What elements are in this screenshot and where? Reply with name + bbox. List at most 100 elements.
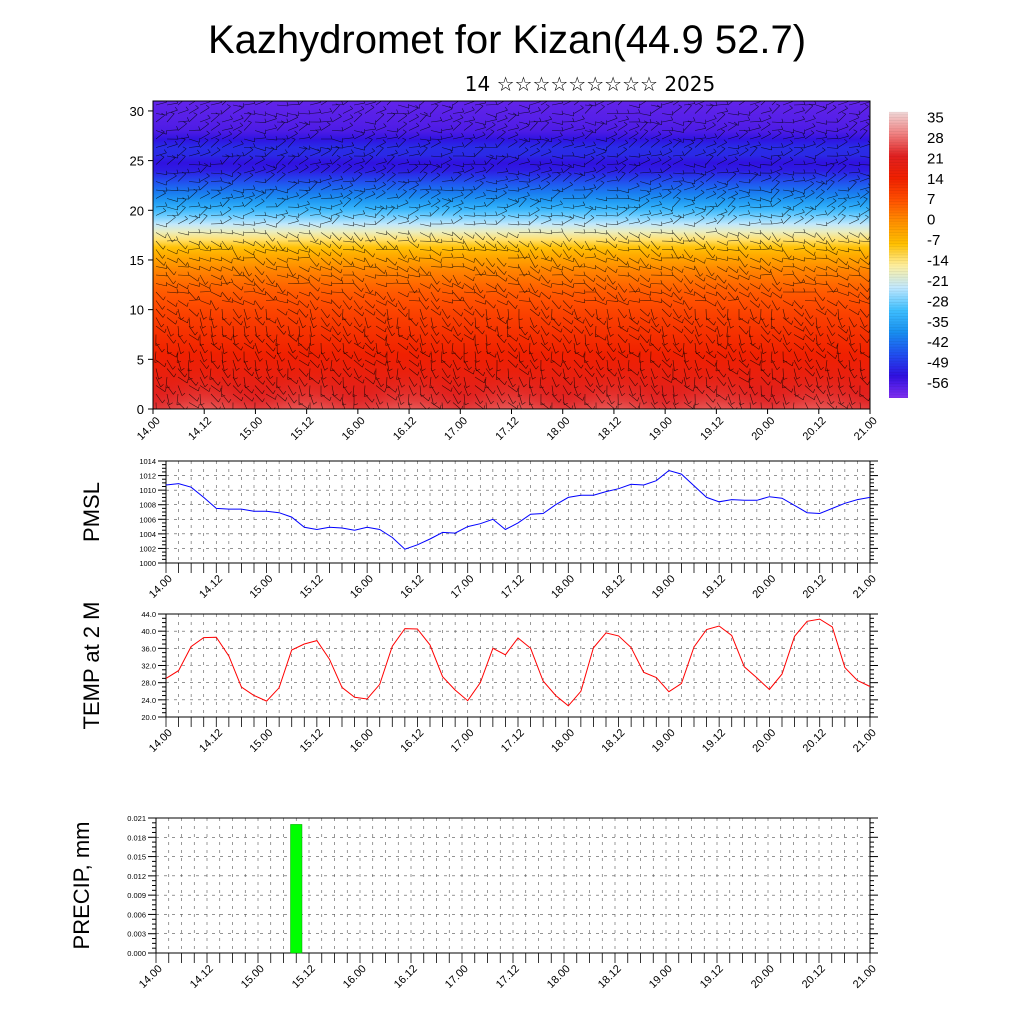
temp-2m-line bbox=[165, 618, 871, 707]
chart-subtitle: 14 ☆☆☆☆☆☆☆☆☆ 2025 bbox=[464, 72, 716, 96]
cross-section-panel: 0 5 10 15 20 25 30 14.00 14.12 15.00 15.12 16.00 16.… bbox=[130, 100, 880, 443]
x-tick-label: 16.00 bbox=[340, 415, 368, 443]
colorbar-scale bbox=[889, 112, 908, 398]
x-tick-label: 16.00 bbox=[348, 727, 376, 755]
x-tick-label: 19.12 bbox=[698, 415, 726, 443]
x-tick-label: 19.12 bbox=[698, 963, 726, 991]
x-tick-label: 15.12 bbox=[298, 727, 326, 755]
y-tick-label: 1014 bbox=[139, 457, 156, 466]
x-tick-label: 15.12 bbox=[290, 963, 318, 991]
x-tick-label: 14.12 bbox=[197, 573, 225, 601]
x-tick-label: 20.12 bbox=[801, 727, 829, 755]
x-tick-label: 19.12 bbox=[700, 727, 728, 755]
y-axis-title: PRECIP, mm bbox=[69, 822, 94, 950]
x-tick-label: 16.12 bbox=[398, 573, 426, 601]
x-tick-label: 17.00 bbox=[442, 415, 470, 443]
x-tick-label: 15.12 bbox=[289, 415, 317, 443]
x-tick-label: 17.12 bbox=[493, 415, 521, 443]
x-tick-label: 21.00 bbox=[851, 727, 879, 755]
x-tick-label: 20.12 bbox=[800, 963, 828, 991]
x-tick-label: 21.00 bbox=[851, 963, 879, 991]
x-tick-label: 16.12 bbox=[391, 415, 419, 443]
x-tick-label: 19.00 bbox=[647, 963, 675, 991]
warm-cell bbox=[459, 331, 564, 409]
x-tick-label: 17.00 bbox=[449, 573, 477, 601]
x-tick-label: 15.00 bbox=[247, 573, 275, 601]
y-tick-label: 0.000 bbox=[127, 949, 146, 958]
x-tick-label: 17.00 bbox=[443, 963, 471, 991]
y-axis-title: PMSL bbox=[79, 482, 104, 542]
x-tick-label: 14.00 bbox=[147, 573, 175, 601]
y-axis-title: TEMP at 2 M bbox=[79, 602, 104, 730]
x-tick-label: 17.00 bbox=[449, 727, 477, 755]
colorbar-label: 0 bbox=[927, 212, 935, 229]
y-tick-label: 1004 bbox=[139, 530, 156, 539]
x-tick-label: 20.00 bbox=[749, 963, 777, 991]
x-tick-label: 18.12 bbox=[599, 727, 627, 755]
y-tick-label: 0.012 bbox=[127, 872, 146, 881]
y-tick-label: 0.006 bbox=[127, 910, 146, 919]
x-tick-label: 14.12 bbox=[186, 415, 214, 443]
colorbar-label: -7 bbox=[927, 232, 940, 249]
colorbar-label: 35 bbox=[927, 110, 944, 127]
y-tick-label: 0.021 bbox=[127, 814, 146, 823]
colorbar-label: -21 bbox=[927, 273, 949, 290]
x-tick-label: 14.00 bbox=[137, 963, 165, 991]
x-tick-label: 18.00 bbox=[545, 415, 573, 443]
y-tick-label: 10 bbox=[130, 303, 144, 318]
y-tick-label: 40.0 bbox=[141, 627, 156, 636]
y-tick-label: 24.0 bbox=[141, 696, 156, 705]
y-tick-label: 1008 bbox=[139, 501, 156, 510]
grid bbox=[165, 613, 871, 718]
x-tick-label: 19.00 bbox=[650, 727, 678, 755]
x-tick-label: 18.12 bbox=[599, 573, 627, 601]
colorbar-label: 28 bbox=[927, 130, 944, 147]
warm-cell bbox=[153, 331, 257, 409]
warm-cell bbox=[357, 331, 462, 409]
grid bbox=[155, 817, 871, 954]
x-tick-label: 16.00 bbox=[341, 963, 369, 991]
pmsl-panel: 1000 1002 1004 1006 1008 1010 1012 1014 14.00 14.… bbox=[79, 457, 879, 601]
x-tick-label: 16.00 bbox=[348, 573, 376, 601]
x-tick-label: 20.00 bbox=[750, 573, 778, 601]
chart-title: Kazhydromet for Kizan(44.9 52.7) bbox=[207, 18, 807, 62]
colorbar-label: -56 bbox=[927, 375, 949, 392]
x-tick-label: 21.00 bbox=[851, 573, 879, 601]
x-tick-label: 19.00 bbox=[647, 415, 675, 443]
x-tick-label: 15.00 bbox=[247, 727, 275, 755]
y-tick-label: 30 bbox=[130, 104, 144, 119]
temp-panel: 20.0 24.0 28.0 32.0 36.0 40.0 44.0 14.00 14.12 15… bbox=[79, 602, 879, 755]
x-tick-label: 17.12 bbox=[499, 573, 527, 601]
wind-barbs bbox=[154, 101, 870, 409]
y-tick-label: 1002 bbox=[139, 544, 156, 553]
x-tick-label: 19.12 bbox=[700, 573, 728, 601]
y-tick-label: 5 bbox=[137, 352, 144, 367]
y-tick-label: 15 bbox=[130, 253, 144, 268]
colorbar-label: -28 bbox=[927, 293, 949, 310]
y-tick-label: 1000 bbox=[139, 559, 156, 568]
x-tick-label: 17.12 bbox=[494, 963, 522, 991]
pmsl-line bbox=[165, 469, 871, 550]
y-tick-label: 36.0 bbox=[141, 644, 156, 653]
y-tick-label: 1006 bbox=[139, 515, 156, 524]
y-tick-label: 1012 bbox=[139, 472, 156, 481]
y-tick-label: 20.0 bbox=[141, 713, 156, 722]
x-tick-label: 16.12 bbox=[398, 727, 426, 755]
y-tick-label: 44.0 bbox=[141, 610, 156, 619]
x-tick-label: 20.00 bbox=[750, 727, 778, 755]
y-tick-label: 0.015 bbox=[127, 853, 146, 862]
x-tick-label: 14.12 bbox=[197, 727, 225, 755]
colorbar-bands bbox=[889, 111, 908, 398]
y-tick-label: 0 bbox=[137, 402, 144, 417]
y-tick-label: 28.0 bbox=[141, 679, 156, 688]
x-tick-label: 17.12 bbox=[499, 727, 527, 755]
y-tick-label: 20 bbox=[130, 203, 144, 218]
x-tick-label: 15.00 bbox=[239, 963, 267, 991]
x-tick-label: 15.12 bbox=[298, 573, 326, 601]
colorbar-label: 21 bbox=[927, 150, 944, 167]
colorbar-label: -35 bbox=[927, 314, 949, 331]
x-tick-label: 18.00 bbox=[545, 963, 573, 991]
barb-path bbox=[154, 101, 870, 409]
colorbar-label: 14 bbox=[927, 171, 944, 188]
